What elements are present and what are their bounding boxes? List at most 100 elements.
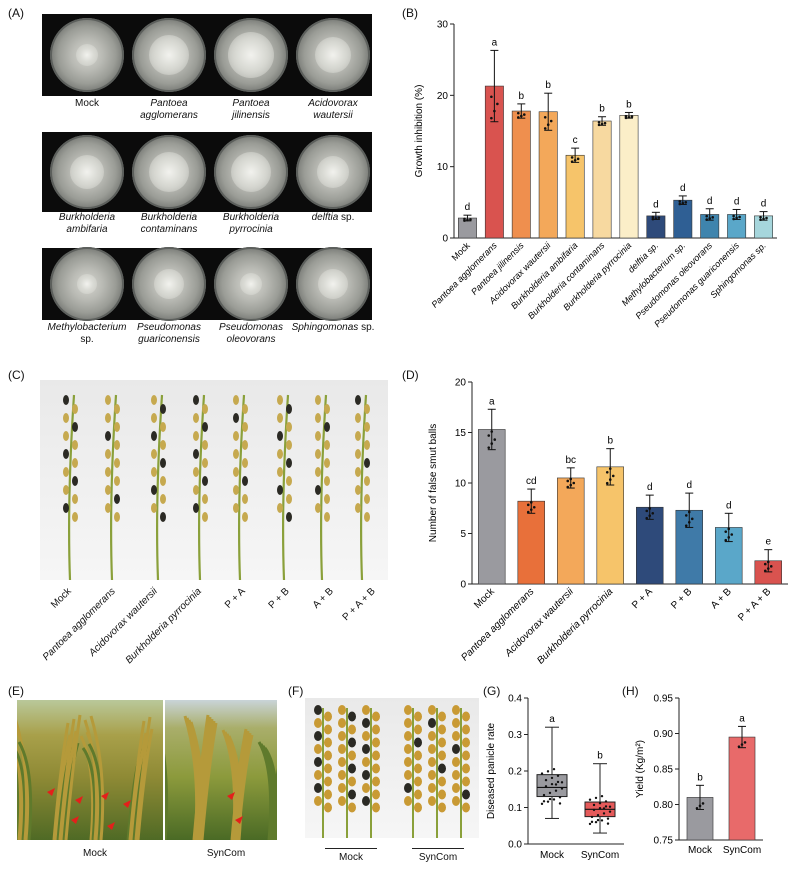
grain [151,395,157,405]
grain [338,731,346,741]
grain [314,783,322,793]
y-axis-label: Yield (Kg/m²) [635,740,646,798]
grain [193,395,199,405]
rice-plant [17,753,21,840]
grain [372,776,380,787]
x-tick-label: SynCom [723,845,761,856]
grain [348,750,356,761]
panel-e-syncom-field-photo [165,700,277,840]
panel-c-label: Pantoea agglomerans [40,586,118,663]
data-point [698,804,702,808]
grain [315,449,321,459]
caption-line2: pyrrocinia [229,224,273,235]
grain [160,512,166,522]
grain [315,467,321,477]
data-point [590,820,594,824]
panel-c-label: A + B [310,586,336,611]
grain [355,467,361,477]
data-point [648,514,652,518]
grain [372,802,380,813]
grain [324,494,330,504]
grain [462,711,470,722]
rice-plant [64,714,82,840]
data-point [566,485,570,489]
grain [404,705,412,715]
data-point [487,434,491,437]
rice-plant [17,746,25,840]
grain [114,422,120,432]
grain [324,737,332,748]
x-tick-label: Burkholderia pyrrocinia [535,586,615,666]
data-point [570,156,574,159]
panel-c-label: P + A [223,586,248,611]
grain [233,503,239,513]
significance-letter: d [707,196,713,207]
grain [362,705,370,715]
data-point [529,501,533,504]
significance-letter: d [653,199,659,210]
grain [151,449,157,459]
bar [592,120,612,239]
grain [404,770,412,780]
grain [438,789,446,800]
bar [478,429,506,585]
grain [428,770,436,780]
panicle-stem [238,394,246,581]
petri-caption: Sphingomonas sp. [286,322,380,334]
significance-letter: b [626,99,632,110]
data-point [487,446,491,449]
data-point [608,810,612,813]
grain [438,737,446,748]
grain [452,705,460,715]
data-point [743,741,747,744]
grain [324,711,332,722]
data-point [598,806,602,810]
data-point [727,527,731,531]
y-axis-label: Diseased panicle rate [486,722,497,819]
data-point [648,507,652,510]
x-tick-label: Mock [540,850,565,861]
rice-plant [52,722,70,840]
significance-letter: d [647,482,653,493]
grain [404,757,412,767]
significance-letter: a [492,37,498,48]
caption-line1: Pantoea [232,98,270,109]
y-tick-label: 0.80 [654,800,674,811]
x-tick-label: Acidovorax wautersii [503,586,577,660]
data-point [759,218,762,222]
panel-e-mock-field-photo [17,700,163,840]
red-arrow [75,796,83,804]
grain [324,724,332,735]
data-point [740,743,744,746]
data-point [705,218,709,221]
data-point [493,109,496,113]
grain [233,449,239,459]
panel-f-syncom-label: SynCom [418,852,458,863]
y-tick-label: 0 [442,234,448,245]
data-point [651,217,655,221]
data-point [606,822,610,825]
data-point [590,815,594,819]
y-tick-label: 0.0 [508,840,522,851]
data-point [651,215,655,219]
data-point [592,803,596,807]
bar [557,477,585,585]
grain [202,422,208,432]
grain [277,449,283,459]
grain [233,413,239,423]
y-tick-label: 15 [455,428,467,439]
data-point [684,514,688,517]
caption-line1: delftia [311,212,339,223]
grain [324,404,330,414]
rice-plant [257,741,273,840]
panel-f-panicle-photo [305,698,479,838]
grain [233,485,239,495]
data-point [651,512,655,515]
grain [314,718,322,728]
grain [160,476,166,486]
grain [362,783,370,793]
grain [364,422,370,432]
panel-h-yield-chart: 0.75 0.80 0.85 0.90 0.95 Yield (Kg/m²) b Mock a S… [635,694,763,856]
grain [428,705,436,715]
data-point [548,797,552,801]
